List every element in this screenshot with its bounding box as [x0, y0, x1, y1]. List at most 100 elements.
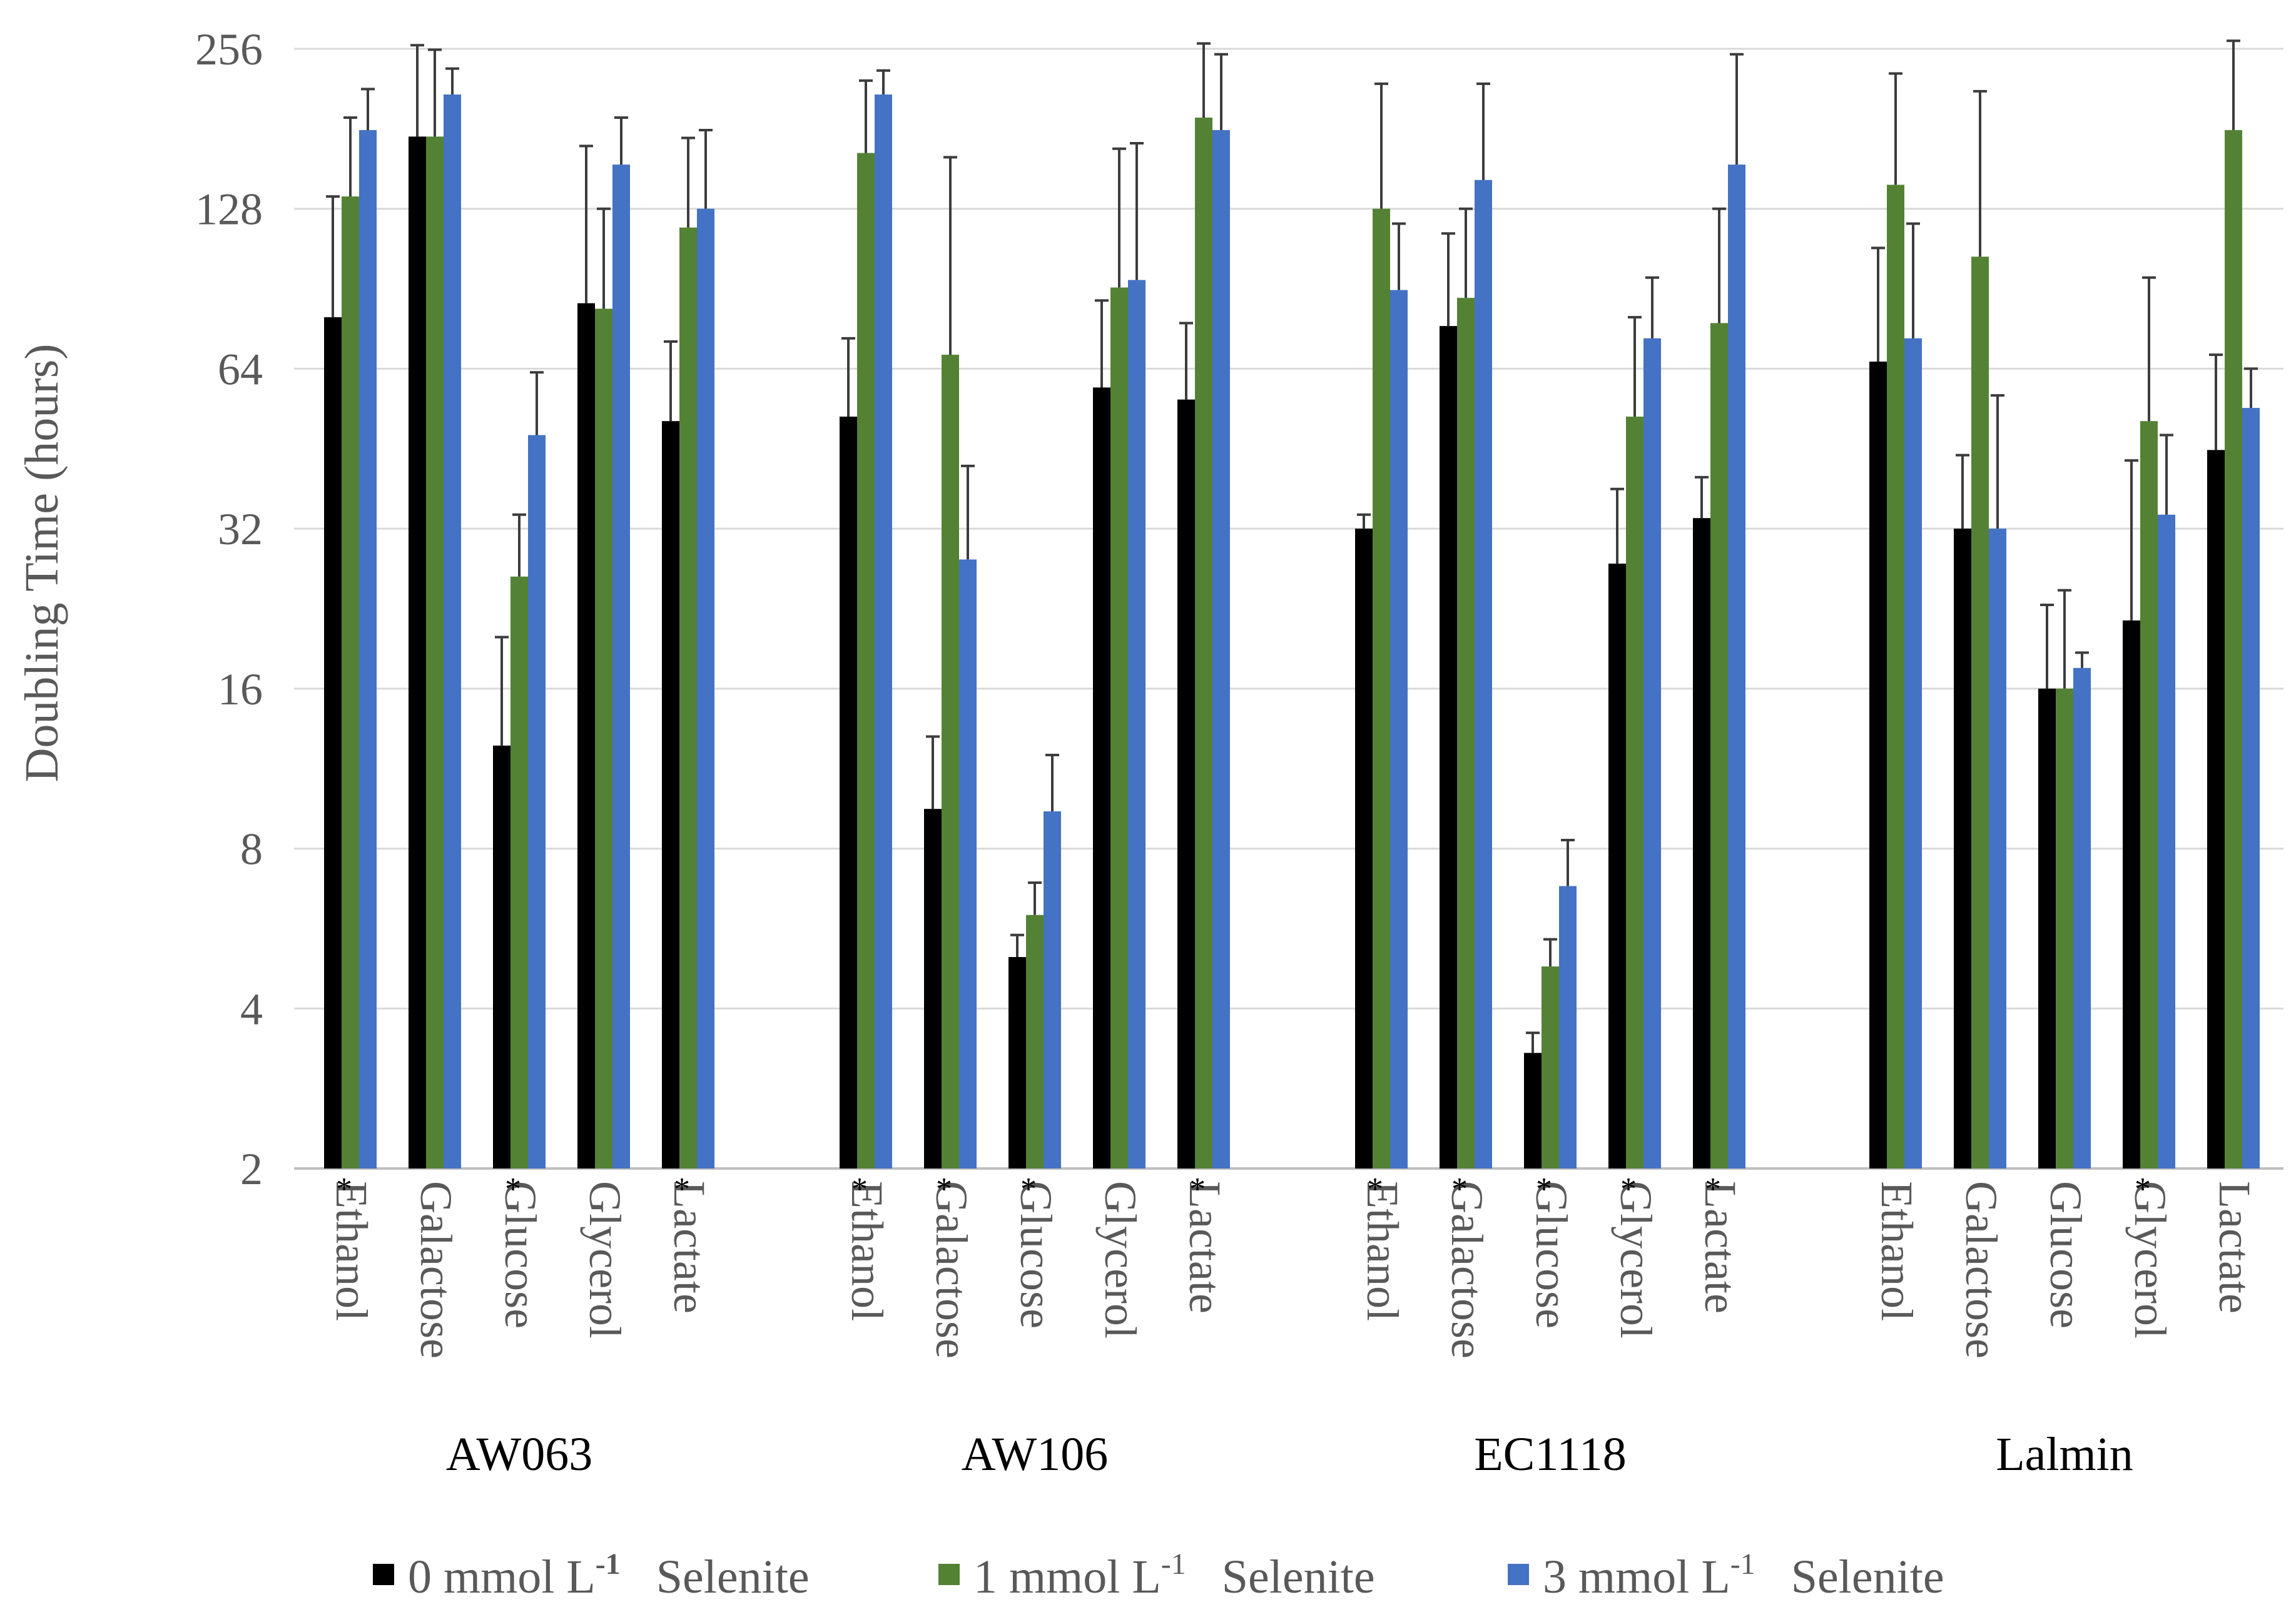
bar: [426, 136, 444, 1169]
bar: [1440, 326, 1457, 1168]
bar: [1110, 287, 1128, 1168]
bar: [875, 94, 892, 1168]
legend-label: 0 mmol L-1 Selenite: [408, 1548, 810, 1603]
bar: [1971, 256, 1989, 1168]
bar: [840, 417, 857, 1168]
bar: [1626, 417, 1643, 1168]
category-label: Glucose: [1526, 1181, 1577, 1329]
category-label: Glucose: [495, 1181, 546, 1329]
y-axis-ticks: 2 4 8 16 32 64 128 256: [195, 24, 263, 1194]
bar: [1887, 185, 1904, 1168]
category-label: Galactose: [411, 1181, 461, 1359]
bar: [1542, 966, 1559, 1168]
group-label: Lalmin: [1996, 1428, 2133, 1481]
y-tick-label: 4: [240, 984, 263, 1034]
category-label: Glycerol: [580, 1181, 630, 1339]
bar: [959, 559, 977, 1168]
bar: [2158, 514, 2175, 1168]
bar: [577, 303, 595, 1168]
y-tick-label: 64: [218, 344, 263, 394]
bar: [2073, 667, 2091, 1168]
category-label: Lactate: [664, 1181, 714, 1314]
category-label: Galactose: [927, 1181, 977, 1359]
bar: [1559, 886, 1577, 1168]
significance-star: *: [2135, 1172, 2151, 1207]
significance-star: *: [1536, 1172, 1552, 1207]
bar: [1457, 298, 1475, 1168]
category-label: Lactate: [1695, 1181, 1745, 1314]
y-tick-label: 2: [240, 1144, 263, 1194]
legend-label: 1 mmol L-1 Selenite: [973, 1548, 1375, 1603]
bar: [1373, 208, 1390, 1168]
bar: [1954, 529, 1971, 1168]
category-label: Ethanol: [327, 1181, 377, 1321]
bars: [324, 39, 2260, 1169]
bar: [1728, 165, 1745, 1168]
category-label: Galactose: [1442, 1181, 1492, 1359]
bar: [1643, 338, 1661, 1168]
category-label: Glucose: [2041, 1181, 2091, 1329]
significance-star: *: [674, 1172, 690, 1207]
bar: [2056, 688, 2073, 1168]
bar: [1693, 518, 1710, 1168]
bar: [1212, 129, 1230, 1168]
legend-swatch: [373, 1564, 394, 1585]
y-axis-label: Doubling Time (hours): [16, 344, 68, 783]
bar: [2242, 408, 2260, 1168]
category-label: Lactate: [1180, 1181, 1230, 1314]
bar: [679, 227, 697, 1168]
y-tick-label: 128: [195, 185, 263, 235]
group-label: AW106: [962, 1428, 1109, 1481]
bar: [342, 196, 359, 1169]
category-label: Galactose: [1956, 1181, 2006, 1359]
category-label: Glycerol: [1611, 1181, 1661, 1339]
bar: [2225, 129, 2242, 1168]
bar: [2140, 421, 2158, 1168]
bar: [493, 745, 511, 1168]
group-label: EC1118: [1474, 1428, 1626, 1481]
category-label: Glucose: [1011, 1181, 1061, 1329]
bar: [1093, 387, 1110, 1168]
bar: [1195, 117, 1212, 1169]
y-tick-label: 32: [218, 504, 263, 554]
bar: [2207, 450, 2225, 1168]
bar: [1475, 180, 1492, 1168]
significance-star: *: [505, 1172, 521, 1207]
bar: [1989, 529, 2006, 1168]
significance-star: *: [1620, 1172, 1637, 1207]
bar: [697, 208, 714, 1168]
bar: [662, 421, 679, 1168]
y-tick-label: 8: [240, 824, 263, 874]
bar: [444, 94, 461, 1168]
bar: [528, 435, 546, 1168]
bar: [511, 576, 528, 1168]
bar: [1524, 1053, 1542, 1168]
bar: [1026, 915, 1044, 1168]
significance-star: *: [1367, 1172, 1383, 1207]
category-label: Ethanol: [842, 1181, 892, 1321]
bar: [324, 317, 342, 1169]
bar: [1869, 362, 1887, 1168]
bar: [1008, 956, 1026, 1168]
legend-label: 3 mmol L-1 Selenite: [1543, 1548, 1944, 1603]
category-label: Ethanol: [1358, 1181, 1408, 1321]
bar: [1044, 811, 1061, 1168]
bar: [409, 136, 426, 1169]
bar: [2038, 688, 2056, 1168]
legend: 0 mmol L-1 Selenite 1 mmol L-1 Selenite 3 …: [373, 1548, 1944, 1603]
bar: [857, 153, 875, 1168]
bar: [942, 355, 959, 1169]
significance-star: *: [1451, 1172, 1468, 1207]
bar: [2123, 620, 2140, 1168]
bar: [1608, 564, 1626, 1168]
significance-star: *: [1189, 1172, 1206, 1207]
significance-star: *: [1705, 1172, 1721, 1207]
bar: [359, 129, 377, 1168]
category-label: Lactate: [2210, 1181, 2260, 1314]
bar: [1390, 290, 1408, 1169]
category-label: Glycerol: [1095, 1181, 1145, 1339]
category-label: Glycerol: [2125, 1181, 2175, 1339]
bar: [1177, 399, 1195, 1168]
bar: [612, 165, 630, 1168]
